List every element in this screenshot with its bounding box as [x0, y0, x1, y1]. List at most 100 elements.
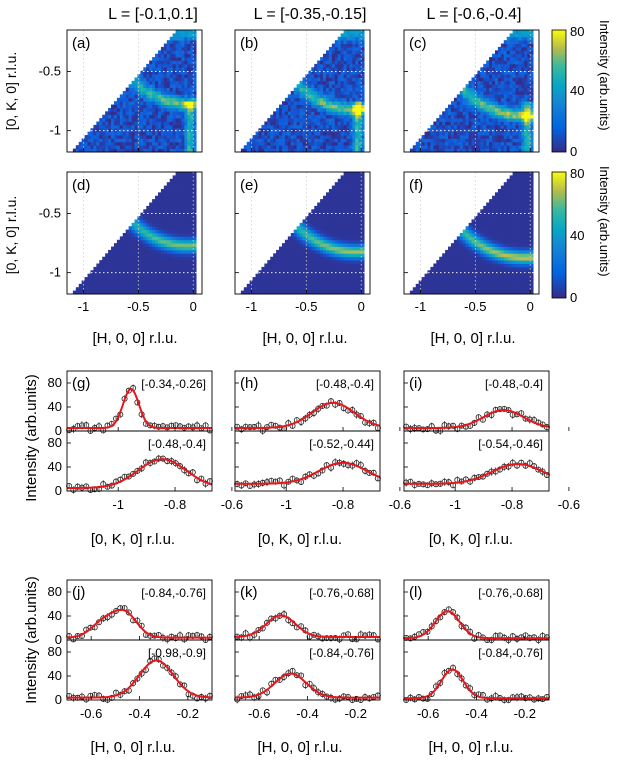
heatmap-cell [453, 270, 458, 275]
heatmap-cell [436, 128, 440, 133]
heatmap-cell [137, 80, 141, 85]
heatmap-cell [486, 128, 490, 133]
heatmap-cell [296, 101, 300, 105]
heatmap-cell [424, 287, 428, 292]
heatmap-cell [512, 77, 516, 82]
heatmap-cell [87, 273, 91, 278]
heatmap-cell [119, 107, 124, 112]
heatmap-cell [314, 97, 318, 102]
heatmap-cell [358, 36, 362, 41]
heatmap-cell [111, 145, 115, 150]
heatmap-cell [328, 273, 333, 278]
heatmap-cell [311, 114, 315, 119]
heatmap-cell [521, 94, 525, 99]
heatmap-cell [515, 135, 519, 139]
heatmap-cell [489, 229, 493, 234]
heatmap-cell [181, 87, 185, 92]
heatmap-cell [284, 249, 289, 254]
heatmap-cell [483, 239, 487, 244]
heatmap-cell [340, 101, 344, 105]
heatmap-cell [471, 260, 475, 264]
heatmap-cell [448, 128, 452, 133]
heatmap-cell [515, 36, 519, 41]
heatmap-cell [361, 36, 365, 41]
heatmap-cell [157, 283, 162, 288]
heatmap-cell [155, 87, 159, 92]
heatmap-cell [149, 131, 153, 136]
heatmap-cell [331, 263, 336, 268]
heatmap-cell [506, 77, 511, 82]
heatmap-cell [524, 104, 528, 109]
heatmap-cell [477, 287, 481, 292]
heatmap-cell [181, 188, 185, 193]
heatmap-cell [155, 222, 159, 227]
heatmap-cell [172, 263, 176, 268]
heatmap-cell [506, 114, 511, 119]
heatmap-cell [160, 219, 165, 224]
heatmap-cell [190, 70, 194, 75]
heatmap-cell [480, 128, 484, 133]
heatmap-cell [331, 63, 336, 68]
heatmap-cell [325, 229, 330, 234]
heatmap-cell [157, 67, 162, 72]
heatmap-cell [157, 205, 162, 210]
heatmap-cell [462, 87, 467, 92]
heatmap-cell [346, 43, 350, 48]
heatmap-cell [296, 131, 300, 136]
heatmap-cell [503, 256, 508, 261]
heatmap-cell [125, 273, 130, 278]
heatmap-cell [284, 253, 289, 258]
heatmap-cell [439, 124, 443, 129]
heatmap-cell [152, 266, 156, 271]
heatmap-cell [305, 290, 309, 295]
heatmap-cell [166, 229, 171, 234]
heatmap-cell [497, 283, 502, 288]
heatmap-cell [459, 111, 464, 116]
heatmap-cell [358, 53, 362, 58]
heatmap-cell [140, 77, 144, 82]
heatmap-cell [111, 260, 115, 264]
heatmap-cell [305, 256, 309, 261]
heatmap-cell [116, 260, 121, 264]
heatmap-cell [480, 84, 484, 89]
heatmap-cell [160, 124, 165, 129]
heatmap-cell [331, 246, 336, 251]
heatmap-cell [193, 128, 197, 133]
heatmap-cell [169, 263, 174, 268]
heatmap-cell [521, 43, 525, 48]
heatmap-cell [337, 124, 342, 129]
heatmap-cell [524, 124, 528, 129]
heatmap-cell [489, 145, 493, 150]
heatmap-cell [323, 236, 327, 241]
heatmap-cell [137, 283, 141, 288]
heatmap-cell [113, 283, 118, 288]
heatmap-cell [175, 111, 179, 116]
heatmap-cell [125, 91, 130, 95]
heatmap-cell [503, 50, 508, 55]
heatmap-cell [175, 67, 179, 72]
heatmap-cell [166, 114, 171, 119]
heatmap-cell [155, 219, 159, 224]
heatmap-cell [252, 138, 256, 143]
heatmap-cell [436, 260, 440, 264]
heatmap-cell [122, 114, 127, 119]
heatmap-cell [486, 287, 490, 292]
heatmap-cell [355, 229, 359, 234]
heatmap-cell [187, 270, 191, 275]
heatmap-cell [87, 138, 91, 143]
heatmap-cell [273, 135, 277, 139]
heatmap-cell [178, 199, 182, 203]
heatmap-cell [506, 84, 511, 89]
heatmap-cell [293, 118, 298, 122]
heatmap-cell [492, 70, 496, 75]
heatmap-cell [267, 290, 271, 295]
heatmap-cell [474, 118, 478, 122]
heatmap-cell [421, 280, 425, 285]
heatmap-cell [503, 40, 508, 44]
heatmap-cell [433, 290, 437, 295]
heatmap-cell [325, 53, 330, 58]
heatmap-cell [172, 138, 176, 143]
heatmap-cell [352, 188, 356, 193]
heatmap-cell [184, 243, 188, 247]
heatmap-cell [340, 195, 344, 200]
